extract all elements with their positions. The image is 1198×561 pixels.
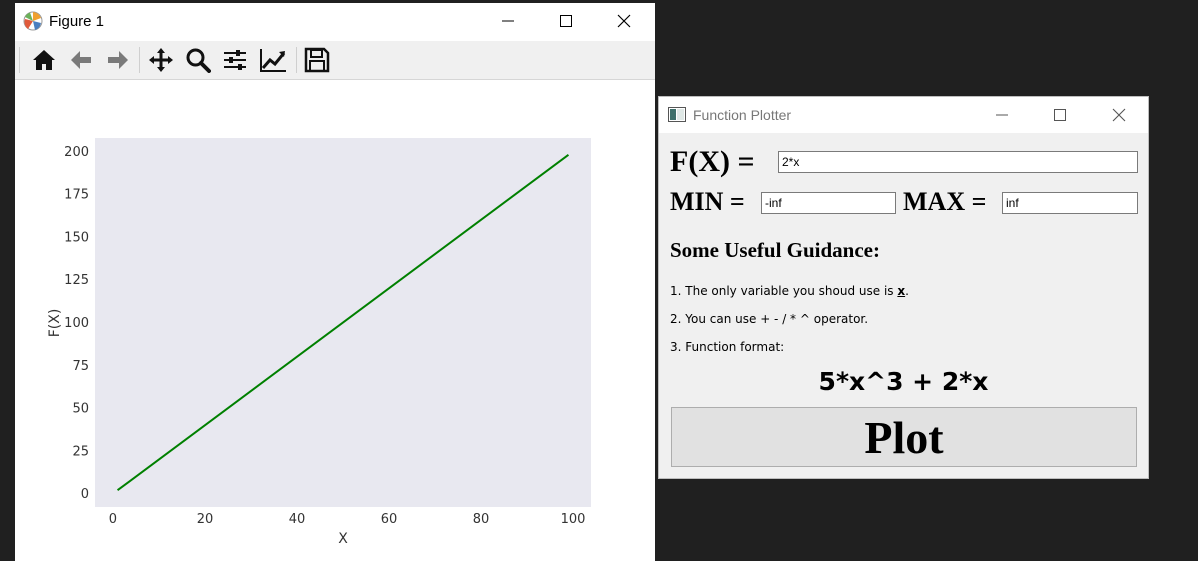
format-example: 5*x^3 + 2*x — [818, 367, 989, 396]
y-tick-label: 200 — [64, 145, 89, 160]
plotter-titlebar[interactable]: Function Plotter — [659, 97, 1148, 133]
minimize-button[interactable] — [485, 3, 531, 39]
save-floppy-icon — [304, 47, 330, 73]
y-tick-label: 125 — [64, 273, 89, 288]
figure-window: Figure 1 — [15, 3, 655, 561]
app-window-icon — [668, 107, 686, 122]
pan-button[interactable] — [145, 44, 177, 76]
y-tick-label: 150 — [64, 230, 89, 245]
figure-canvas[interactable]: 0 20 40 60 80 100 0 25 50 75 100 125 150 175 200 X F(… — [15, 80, 655, 561]
function-label: F(X) = — [670, 145, 755, 178]
guidance-item-1-text: 1. The only variable you shoud use is — [670, 284, 898, 298]
forward-arrow-icon — [108, 51, 128, 69]
guidance-item-2: 2. You can use + - / * ^ operator. — [670, 312, 869, 326]
close-button[interactable] — [1096, 97, 1142, 133]
y-axis-label: F(X) — [47, 309, 63, 338]
min-input[interactable] — [761, 192, 896, 214]
save-button[interactable] — [301, 44, 333, 76]
max-label: MAX = — [903, 187, 987, 216]
x-tick-label: 0 — [109, 512, 117, 527]
y-tick-label: 75 — [72, 359, 89, 374]
close-button[interactable] — [601, 3, 647, 39]
x-tick-labels: 0 20 40 60 80 100 — [109, 512, 586, 527]
guidance-item-1: 1. The only variable you shoud use is x. — [670, 284, 909, 298]
guidance-item-3: 3. Function format: — [670, 340, 785, 354]
matplotlib-logo-icon — [23, 11, 43, 31]
x-tick-label: 80 — [473, 512, 490, 527]
y-tick-labels: 0 25 50 75 100 125 150 175 200 — [64, 145, 89, 502]
y-tick-label: 25 — [72, 444, 89, 459]
x-tick-label: 40 — [289, 512, 306, 527]
line-chart[interactable]: 0 20 40 60 80 100 0 25 50 75 100 125 150 175 200 X F(… — [15, 80, 655, 561]
function-input[interactable] — [778, 151, 1138, 173]
toolbar-grip — [19, 47, 20, 73]
minimize-button[interactable] — [979, 97, 1025, 133]
home-icon — [33, 50, 55, 70]
back-button[interactable] — [65, 44, 97, 76]
y-tick-label: 50 — [72, 402, 89, 417]
zoom-button[interactable] — [182, 44, 214, 76]
guidance-item-1-end: . — [905, 284, 909, 298]
x-axis-label: X — [338, 531, 348, 547]
plot-button[interactable]: Plot — [671, 407, 1137, 467]
maximize-button[interactable] — [1037, 97, 1083, 133]
maximize-icon — [560, 15, 572, 27]
configure-subplots-icon — [224, 50, 246, 70]
pan-move-icon — [149, 48, 173, 72]
maximize-button[interactable] — [543, 3, 589, 39]
toolbar-separator — [296, 47, 297, 73]
window-title: Figure 1 — [49, 13, 105, 30]
zoom-magnifier-icon — [186, 48, 211, 73]
minimize-icon — [996, 114, 1008, 116]
y-tick-label: 175 — [64, 188, 89, 203]
edit-axis-button[interactable] — [256, 44, 288, 76]
y-tick-label: 0 — [81, 487, 89, 502]
guidance-variable: x — [897, 284, 906, 298]
toolbar-separator — [139, 47, 140, 73]
home-button[interactable] — [28, 44, 60, 76]
edit-axis-icon — [260, 49, 286, 72]
x-tick-label: 20 — [197, 512, 214, 527]
navigation-toolbar — [15, 41, 655, 80]
window-title: Function Plotter — [693, 107, 792, 123]
x-tick-label: 60 — [381, 512, 398, 527]
close-icon — [617, 14, 631, 28]
back-arrow-icon — [71, 51, 91, 69]
series-line — [116, 153, 570, 492]
y-tick-label: 100 — [64, 316, 89, 331]
guidance-heading: Some Useful Guidance: — [670, 238, 880, 262]
max-input[interactable] — [1002, 192, 1138, 214]
function-plotter-window: Function Plotter F(X) = MIN = MAX = Some… — [658, 96, 1149, 479]
maximize-icon — [1054, 109, 1066, 121]
series-group — [116, 153, 570, 492]
x-tick-label: 100 — [561, 512, 586, 527]
configure-subplots-button[interactable] — [219, 44, 251, 76]
minimize-icon — [502, 20, 514, 22]
figure-titlebar[interactable]: Figure 1 — [15, 3, 655, 41]
forward-button[interactable] — [102, 44, 134, 76]
min-label: MIN = — [670, 187, 745, 216]
close-icon — [1112, 108, 1126, 122]
